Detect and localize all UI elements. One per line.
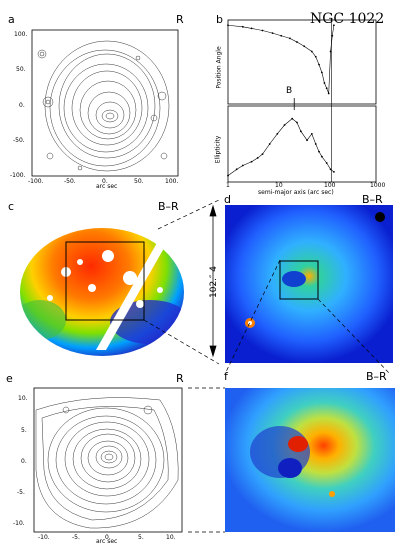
panel-b: b NGC 1022 Position Angle Ellipticity 1 … [214,11,390,200]
panel-e-ytick: 0. [21,458,27,465]
panel-b-frame [227,105,377,183]
panel-a: a R 100. 50. 0. -50. -100. -100. -50. 0.… [8,13,188,190]
scale-bar [209,204,217,358]
series-line [227,24,335,94]
panel-c-band: B–R [158,200,179,213]
panel-f: f B–R [220,370,396,534]
panel-a-contours [31,29,179,177]
panel-a-xtick: -50. [64,178,76,185]
panel-a-xlabel: arc sec [96,183,118,190]
panel-a-ytick: 100. [14,31,28,38]
panel-a-ytick: -50. [13,137,25,144]
panel-b-frame [227,19,377,105]
panel-b-xtick: 1000 [370,182,386,189]
panel-a-ytick: -100. [10,172,26,179]
panel-e-xtick: 5. [138,534,144,541]
panel-d: d B–R 102.″ 4 [209,193,395,363]
panel-b-marker: B [286,86,293,96]
panel-d-band: B–R [362,193,383,206]
panel-e-ytick: 5. [21,427,27,434]
panel-f-letter: f [224,370,228,383]
panel-c-letter: c [8,200,15,213]
panel-c: c B–R [8,200,190,362]
panel-a-letter: a [8,13,15,26]
panel-a-xtick: 100. [165,178,179,185]
panel-f-band: B–R [366,370,387,383]
panel-e-contours [33,387,183,533]
panel-e: e R 10. 5. 0. -5. -10. -10. -5. 0. 5. 10… [6,370,188,545]
panel-b-letter: b [216,13,223,26]
panel-a-band: R [176,13,184,26]
panel-b-xlabel: semi-major axis (arc sec) [258,189,334,196]
panel-e-xtick: 0. [105,534,111,541]
panel-e-xtick: -5. [72,534,80,541]
panel-b-title: NGC 1022 [310,11,385,27]
panel-a-ytick: 50. [16,66,26,73]
panel-e-band: R [176,372,184,385]
panel-e-xtick: 10. [166,534,176,541]
panel-b-xtick: 100 [324,182,336,189]
panel-a-xtick: 50. [134,178,144,185]
panel-e-ytick: -5. [17,489,25,496]
series-line [227,118,335,176]
panel-a-xtick: 0. [102,178,108,185]
panel-b-xtick: 1 [226,182,230,189]
panel-e-ytick: -10. [13,520,25,527]
panel-d-letter: d [224,193,231,206]
panel-a-xtick: -100. [28,178,44,185]
panel-b-xtick: 10 [275,182,283,189]
panel-a-ytick: 0. [19,102,25,109]
panel-e-xtick: -10. [38,534,50,541]
panel-e-xlabel: arc sec [96,538,118,545]
panel-d-colormap [225,205,393,363]
panel-b-chart [227,19,377,183]
panel-c-colormap [20,227,184,356]
panel-e-letter: e [6,372,13,385]
panel-f-colormap [225,388,395,532]
panel-e-ytick: 10. [18,395,28,402]
